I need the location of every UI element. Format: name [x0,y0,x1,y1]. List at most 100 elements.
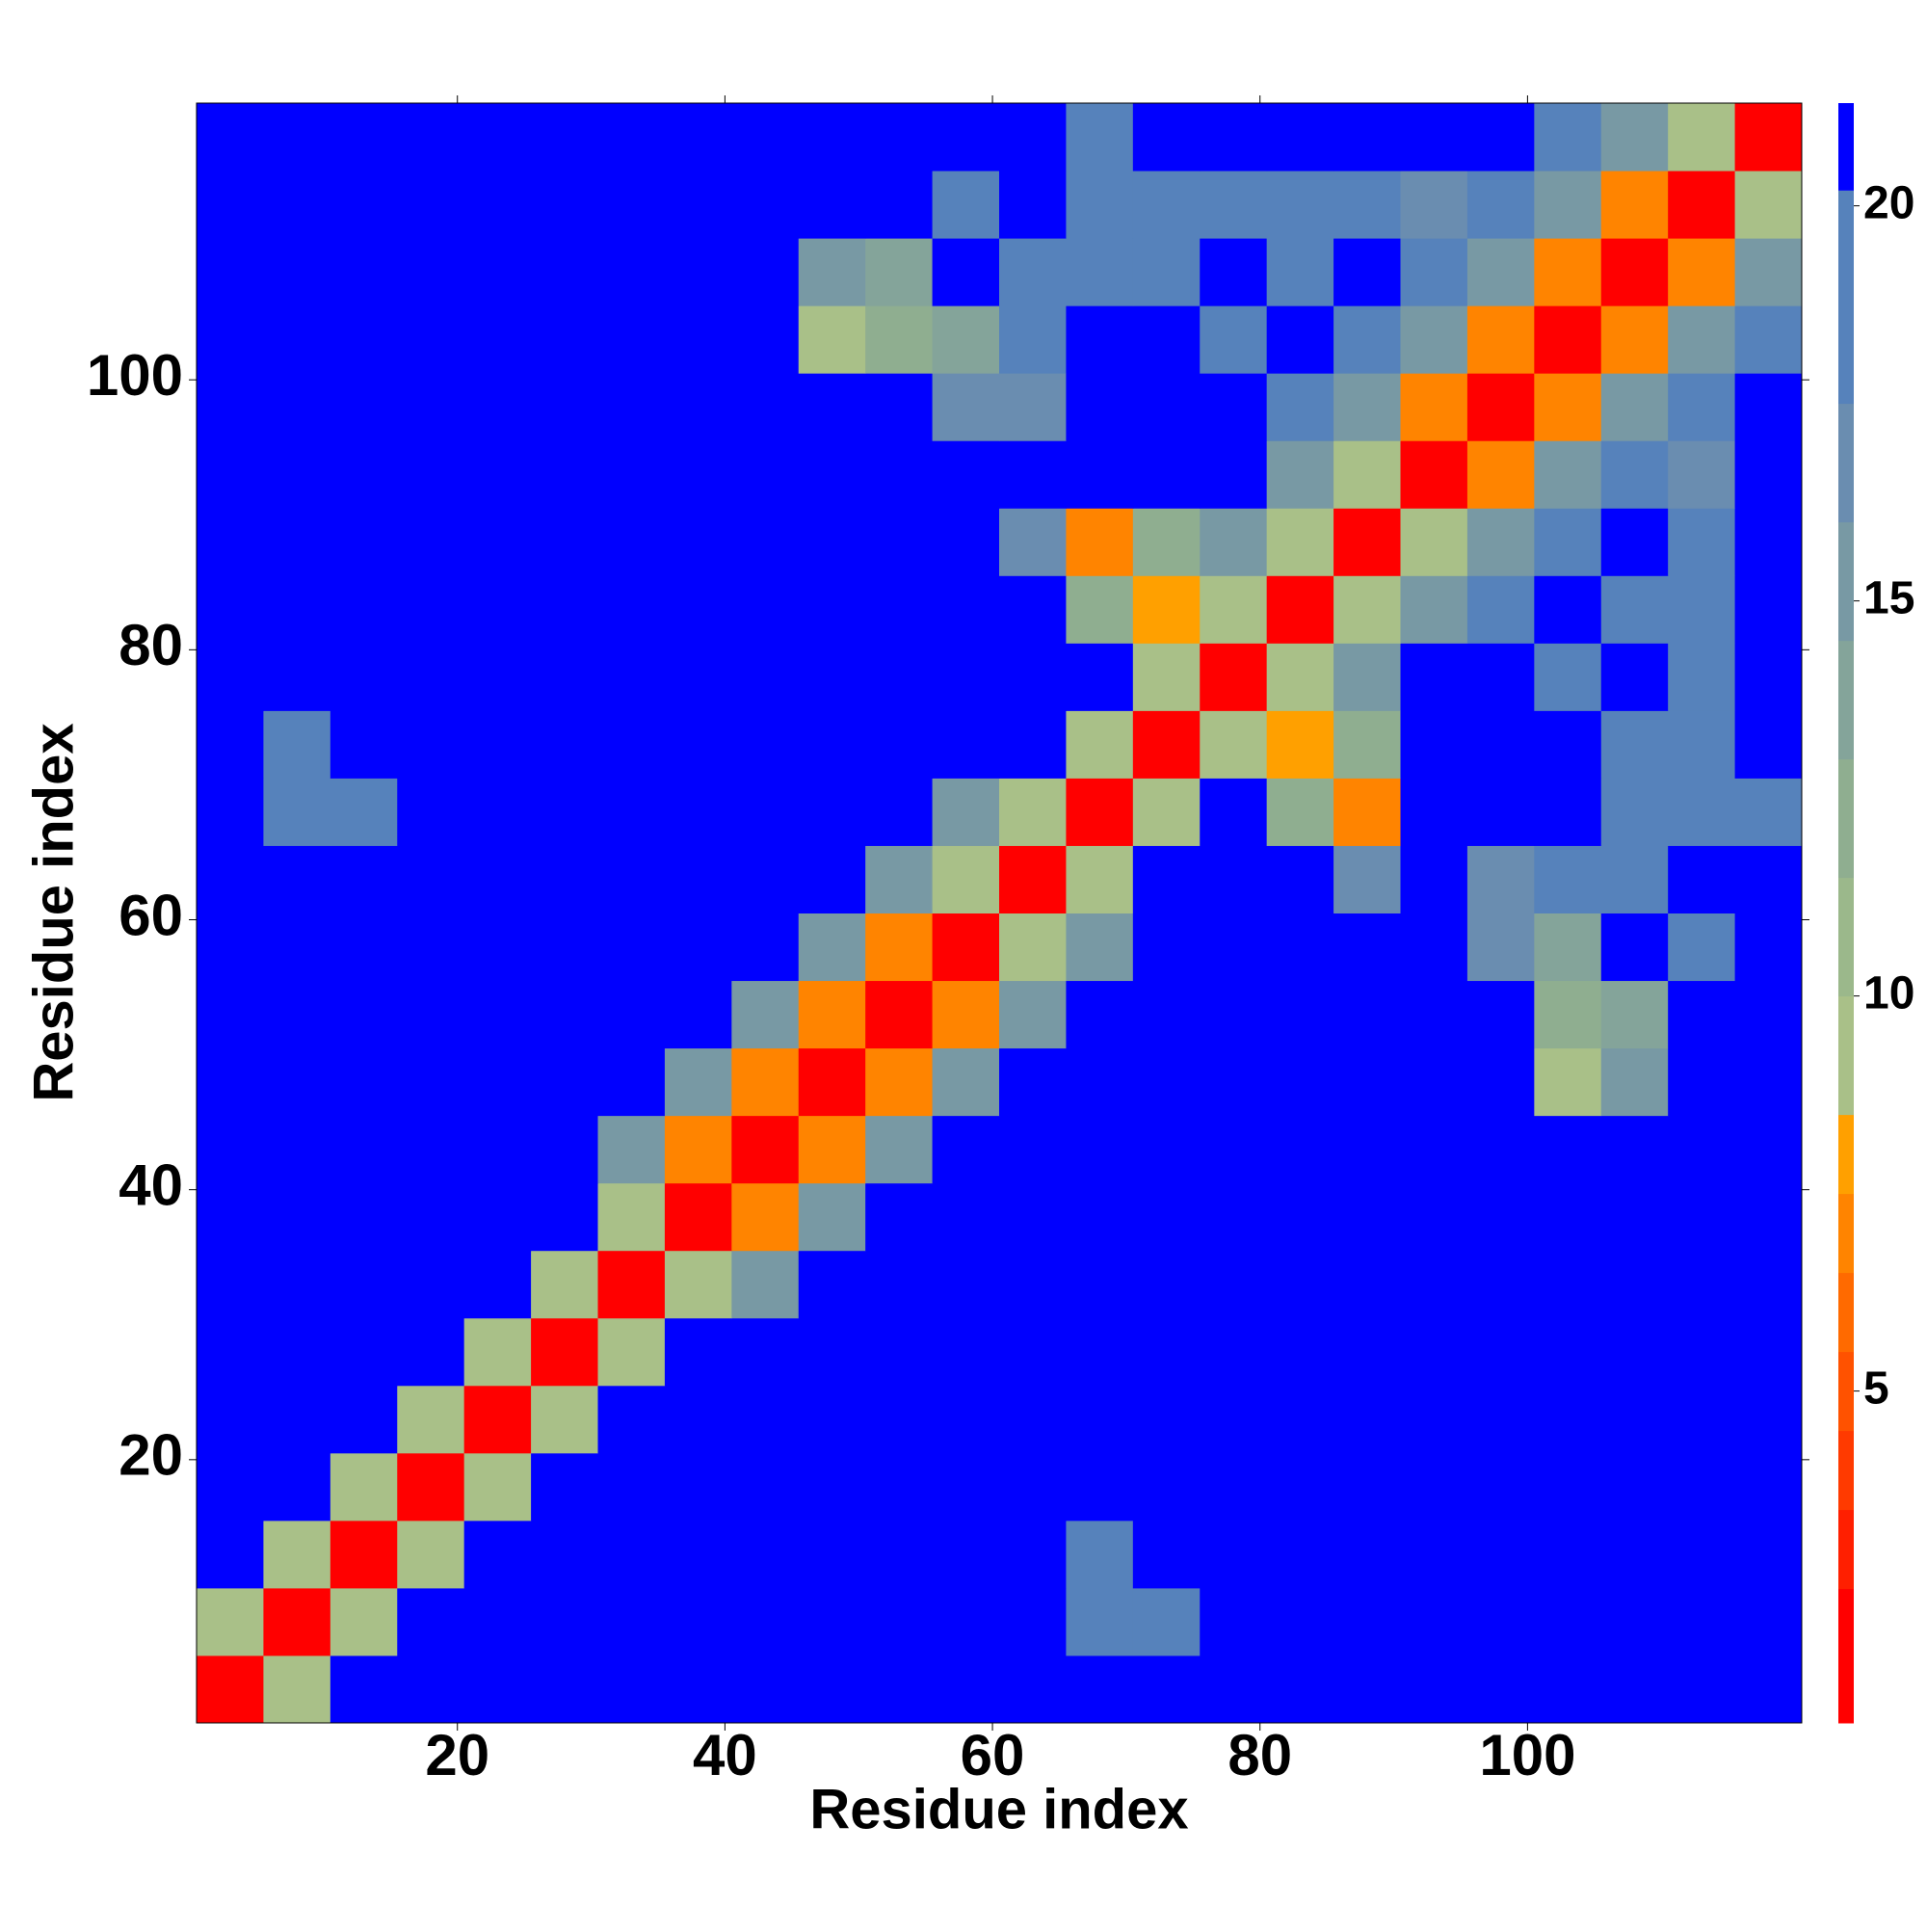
heatmap-cell [932,575,1000,644]
heatmap-cell [664,1182,732,1252]
heatmap-cell [865,1115,934,1184]
heatmap-cell [397,778,465,846]
heatmap-cell [731,710,800,779]
heatmap-cell [1400,1047,1468,1117]
heatmap-cell [999,238,1067,306]
heatmap-cell [263,238,331,306]
heatmap-cell [999,1250,1067,1319]
heatmap-cell [1132,778,1201,846]
heatmap-cell [664,1250,732,1319]
heatmap-cell [1534,171,1602,239]
heatmap-cell [1200,305,1268,374]
heatmap-cell [531,845,598,913]
heatmap-cell [1333,643,1401,711]
heatmap-cell [932,1250,1000,1319]
heatmap-cell [1734,1115,1803,1184]
colorbar-segment [1838,1351,1854,1432]
heatmap-cell [932,1047,1000,1117]
heatmap-cell [1266,913,1334,982]
heatmap-cell [463,171,532,239]
heatmap-cell [330,171,398,239]
heatmap-cell [463,710,532,779]
heatmap-cell [397,710,465,779]
heatmap-cell [1734,778,1803,846]
heatmap-cell [330,1115,398,1184]
heatmap-cell [1333,238,1401,306]
heatmap-cell [597,373,666,441]
heatmap-cell [1600,643,1669,711]
heatmap-cell [1066,710,1134,779]
heatmap-cell [798,980,866,1049]
heatmap-cell [463,1115,532,1184]
plot-frame [196,102,1803,1724]
heatmap-cell [597,238,666,306]
heatmap-cell [731,238,800,306]
heatmap-cell [1333,980,1401,1049]
heatmap-cell [1466,643,1535,711]
heatmap-cell [999,1587,1067,1656]
heatmap-cell [731,1182,800,1252]
heatmap-cell [263,508,331,576]
heatmap-cell [330,238,398,306]
heatmap-cell [1266,1317,1334,1387]
x-tick-label: 80 [1227,1723,1292,1787]
heatmap-cell [463,1182,532,1252]
heatmap-cell [999,575,1067,644]
heatmap-cell [397,238,465,306]
heatmap-cell [1333,103,1401,172]
heatmap-cell [1534,913,1602,982]
heatmap-cell [531,1182,598,1252]
heatmap-cell [1734,1250,1803,1319]
heatmap-cell [1200,1047,1268,1117]
heatmap-cell [1200,1250,1268,1319]
heatmap-cell [463,913,532,982]
heatmap-cell [999,171,1067,239]
heatmap-cell [1466,575,1535,644]
heatmap-cell [1668,305,1736,374]
heatmap-cell [1668,508,1736,576]
heatmap-cell [865,1047,934,1117]
heatmap-cell [397,1520,465,1589]
heatmap-cell [1200,171,1268,239]
heatmap-cell [1534,710,1602,779]
heatmap-cell [597,305,666,374]
heatmap-cell [1734,575,1803,644]
heatmap-cell [463,1317,532,1387]
heatmap-cell [197,1115,264,1184]
heatmap-cell [1600,508,1669,576]
heatmap-cell [798,1452,866,1522]
heatmap-cell [731,1654,800,1724]
heatmap-cell [1266,1250,1334,1319]
heatmap-cell [731,508,800,576]
heatmap-cell [1333,1115,1401,1184]
heatmap-cell [1734,980,1803,1049]
heatmap-cell [1132,980,1201,1049]
heatmap-cell [1066,508,1134,576]
heatmap-cell [397,103,465,172]
colorbar-segment [1838,1430,1854,1511]
heatmap-cell [1600,710,1669,779]
heatmap-cell [798,1587,866,1656]
heatmap-cell [1668,238,1736,306]
heatmap-cell [1400,1520,1468,1589]
heatmap-cell [1132,913,1201,982]
heatmap-cell [731,1317,800,1387]
heatmap-cell [463,1047,532,1117]
heatmap-cell [731,1250,800,1319]
heatmap-cell [865,845,934,913]
heatmap-cell [1333,710,1401,779]
heatmap-cell [197,778,264,846]
heatmap-cell [1534,643,1602,711]
heatmap-cell [1534,1250,1602,1319]
heatmap-cell [999,1047,1067,1117]
heatmap-cell [1534,305,1602,374]
heatmap-cell [1333,1250,1401,1319]
heatmap-cell [197,238,264,306]
heatmap-cell [932,1587,1000,1656]
heatmap-cell [1668,1317,1736,1387]
heatmap-cell [1266,1115,1334,1184]
heatmap-cell [1600,305,1669,374]
heatmap-cell [1333,575,1401,644]
heatmap-cell [263,1385,331,1454]
heatmap-cell [1734,238,1803,306]
